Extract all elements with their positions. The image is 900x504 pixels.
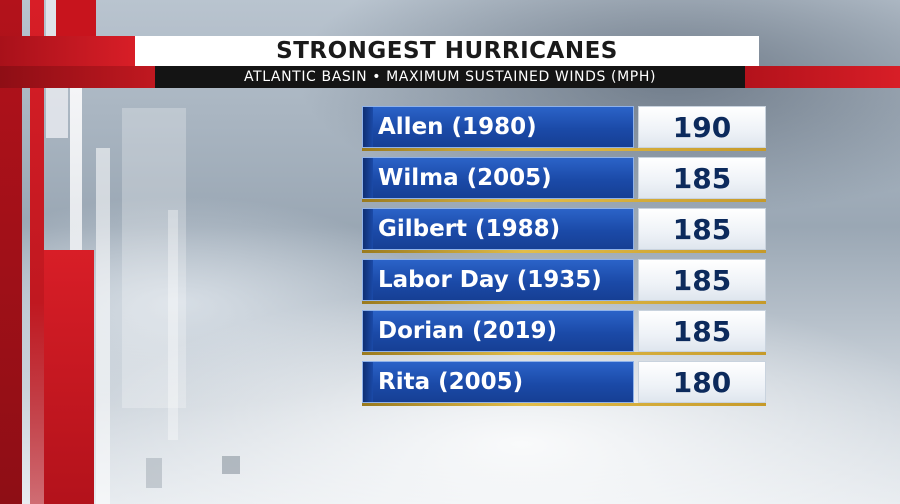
hurricane-name-cell: Rita (2005): [362, 361, 634, 403]
wind-speed-value: 190: [672, 110, 732, 144]
wind-speed-cell: 190: [638, 106, 766, 148]
table-row: Labor Day (1935) 185: [362, 259, 766, 305]
hurricane-name-cell: Labor Day (1935): [362, 259, 634, 301]
hurricane-name: Labor Day (1935): [378, 267, 602, 293]
hurricane-name: Allen (1980): [378, 114, 537, 140]
hurricane-name-cell: Wilma (2005): [362, 157, 634, 199]
row-underline: [362, 403, 766, 406]
wind-speed-value: 185: [672, 212, 732, 246]
hurricane-name-cell: Allen (1980): [362, 106, 634, 148]
hurricane-name: Gilbert (1988): [378, 216, 561, 242]
wind-speed-cell: 185: [638, 310, 766, 352]
wind-speed-cell: 185: [638, 259, 766, 301]
table-row: Gilbert (1988) 185: [362, 208, 766, 254]
wind-speed-cell: 185: [638, 208, 766, 250]
wind-speed-value: 180: [672, 365, 732, 399]
row-underline: [362, 352, 766, 355]
wind-speed-value: 185: [672, 161, 732, 195]
table-row: Allen (1980) 190: [362, 106, 766, 152]
decorative-red-bar: [745, 66, 900, 88]
wind-speed-value: 185: [672, 314, 732, 348]
wind-speed-value: 185: [672, 263, 732, 297]
table-row: Wilma (2005) 185: [362, 157, 766, 203]
title-bar: STRONGEST HURRICANES: [135, 36, 759, 66]
hurricane-name: Rita (2005): [378, 369, 524, 395]
wind-speed-cell: 180: [638, 361, 766, 403]
chart-title: STRONGEST HURRICANES: [276, 38, 618, 64]
hurricane-name-cell: Dorian (2019): [362, 310, 634, 352]
hurricane-name: Wilma (2005): [378, 165, 552, 191]
table-row: Rita (2005) 180: [362, 361, 766, 407]
wind-speed-cell: 185: [638, 157, 766, 199]
row-underline: [362, 199, 766, 202]
row-underline: [362, 148, 766, 151]
hurricane-name-cell: Gilbert (1988): [362, 208, 634, 250]
row-underline: [362, 301, 766, 304]
subtitle-bar: ATLANTIC BASIN • MAXIMUM SUSTAINED WINDS…: [155, 66, 745, 88]
table-row: Dorian (2019) 185: [362, 310, 766, 356]
row-underline: [362, 250, 766, 253]
hurricane-name: Dorian (2019): [378, 318, 558, 344]
chart-subtitle: ATLANTIC BASIN • MAXIMUM SUSTAINED WINDS…: [243, 69, 657, 85]
